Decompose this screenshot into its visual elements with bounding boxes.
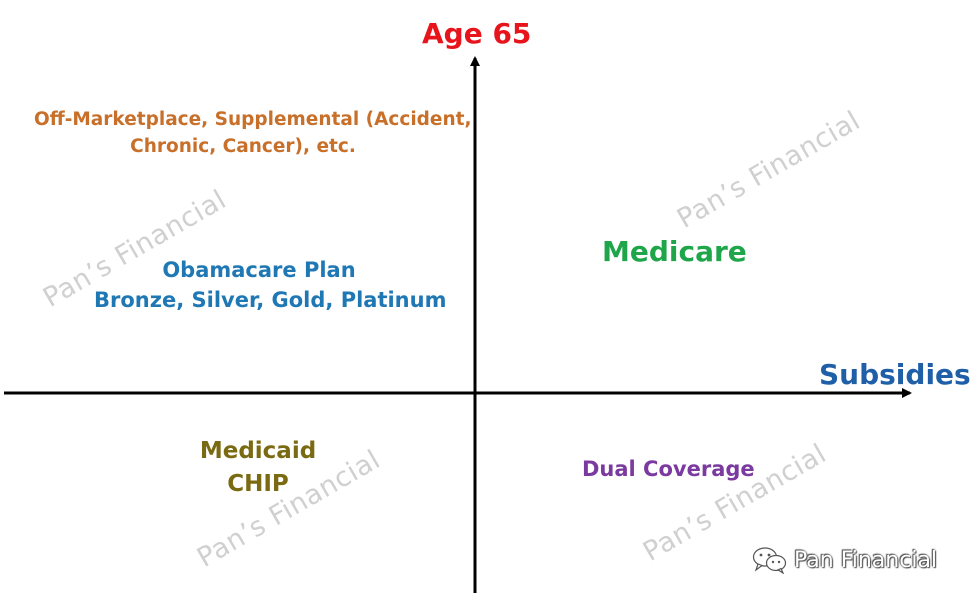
dual-coverage-label: Dual Coverage bbox=[582, 457, 755, 481]
brand-text: Pan Financial bbox=[794, 547, 938, 573]
supplemental-line-1: Off-Marketplace, Supplemental (Accident, bbox=[34, 109, 472, 130]
medicaid-line-1: Medicaid bbox=[199, 438, 317, 464]
brand-badge: Pan Financial bbox=[752, 546, 937, 574]
supplemental-line-2: Chronic, Cancer), etc. bbox=[130, 136, 356, 158]
medicare-label: Medicare bbox=[602, 235, 747, 268]
medicaid-label: Medicaid CHIP bbox=[196, 437, 320, 499]
medicaid-line-2: CHIP bbox=[227, 470, 289, 497]
obamacare-line-1: Obamacare Plan bbox=[162, 258, 356, 282]
supplemental-label: Off-Marketplace, Supplemental (Accident,… bbox=[34, 108, 472, 158]
y-axis-label: Age 65 bbox=[422, 17, 532, 50]
obamacare-line-2: Bronze, Silver, Gold, Platinum bbox=[94, 288, 447, 313]
wechat-icon bbox=[752, 547, 787, 574]
x-axis-label: Subsidies bbox=[819, 358, 971, 391]
obamacare-label: Obamacare Plan Bronze, Silver, Gold, Pla… bbox=[94, 257, 447, 314]
